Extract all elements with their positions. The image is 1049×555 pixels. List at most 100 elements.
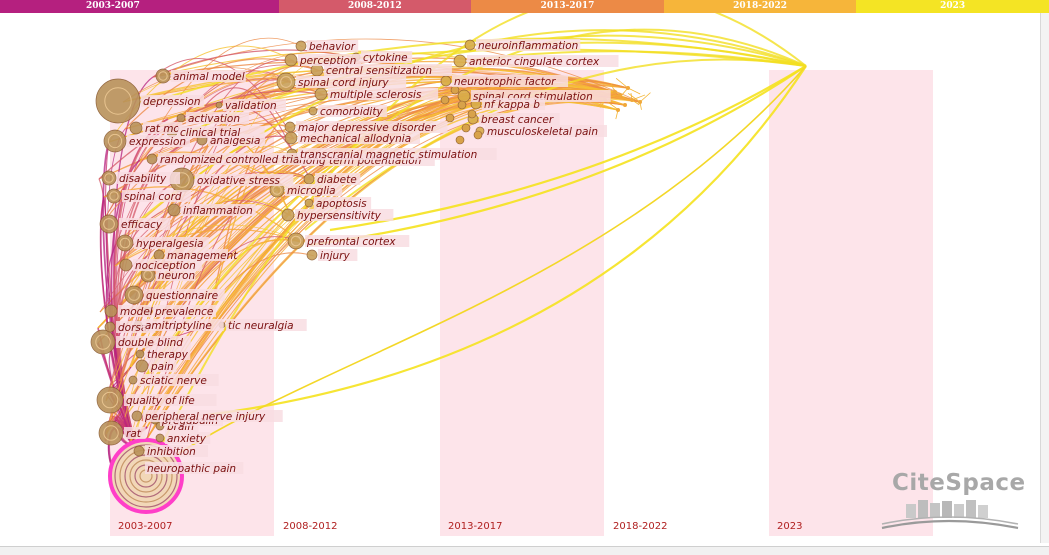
keyword-node-ring <box>103 218 115 230</box>
keyword-label-bg <box>226 319 307 331</box>
keyword-label-bg <box>479 113 560 125</box>
keyword-node <box>90 329 116 355</box>
keyword-label-bg <box>305 235 410 247</box>
keyword-label-bg <box>467 55 619 67</box>
time-slice-band <box>769 70 933 536</box>
keyword-node-circle <box>314 87 328 101</box>
keyword-node-circle <box>133 445 145 457</box>
keyword-label-bg <box>158 153 322 165</box>
book-icon <box>881 500 1019 530</box>
keyword-node-circle <box>295 40 307 52</box>
keyword-node <box>96 386 124 414</box>
keyword-node-circle <box>215 101 223 109</box>
keyword-label-bg <box>156 269 196 281</box>
keyword-label: expression <box>129 136 186 148</box>
keyword-label: mechanical allodynia <box>300 133 411 145</box>
keyword-node-circle <box>155 433 165 443</box>
keyword-label: spinal cord injury <box>298 77 389 89</box>
keyword-label-bg <box>178 126 265 138</box>
keyword-node-circle <box>461 123 471 133</box>
keyword-label-bg <box>476 39 581 51</box>
timeline-bar: 2003-2007 2008-2012 2013-2017 2018-2022 2023 <box>0 0 1049 13</box>
keyword-node <box>176 113 186 123</box>
keyword-label: inhibition <box>147 446 196 458</box>
keyword-label-bg <box>307 40 359 52</box>
keyword-node <box>314 87 328 101</box>
keyword-label: rat mo <box>145 123 180 135</box>
keyword-node-circle <box>453 54 467 68</box>
keyword-label-bg <box>153 305 216 317</box>
keyword-label: management <box>167 250 238 262</box>
timeline-segment: 2023 <box>856 0 1049 13</box>
keyword-label-bg <box>171 70 246 82</box>
keyword-node-circle <box>276 72 296 92</box>
keyword-node-ring <box>290 235 302 247</box>
keyword-node <box>276 72 296 92</box>
keyword-node <box>108 438 184 514</box>
keyword-label-bg <box>138 374 219 386</box>
keyword-node-circle <box>104 304 118 318</box>
keyword-node <box>306 249 318 261</box>
keyword-label: efficacy <box>121 219 163 231</box>
co-occurrence-link <box>204 87 295 156</box>
keyword-node-circle <box>96 386 124 414</box>
keyword-label-bg <box>482 98 545 110</box>
keyword-label: quality of life <box>126 395 195 407</box>
time-slice-band <box>440 70 604 536</box>
keyword-node <box>146 153 158 165</box>
keyword-label: cytokine <box>363 52 408 64</box>
keyword-label: major depressive disorder <box>298 122 436 134</box>
co-occurrence-link <box>329 65 807 232</box>
keyword-label-bg <box>124 427 146 439</box>
keyword-label-bg <box>298 54 361 66</box>
keyword-node <box>308 106 318 116</box>
keyword-label-bg <box>296 121 448 133</box>
keyword-label-bg <box>361 51 413 63</box>
keyword-node-circle <box>176 113 186 123</box>
keyword-label: therapy <box>147 349 189 361</box>
keyword-node-circle <box>613 90 617 94</box>
keyword-label: activation <box>188 113 240 125</box>
keyword-node-circle <box>284 53 298 67</box>
keyword-label-bg <box>223 99 286 111</box>
status-strip <box>0 546 1049 555</box>
keyword-label: microglia <box>287 185 336 197</box>
keyword-label: apoptosis <box>316 198 367 210</box>
keyword-node <box>155 68 171 84</box>
keyword-node-circle <box>95 78 141 124</box>
keyword-label: neuropathic pain <box>147 463 236 475</box>
keyword-node <box>135 349 145 359</box>
keyword-node-circle <box>440 95 450 105</box>
time-slice-label: 2013-2017 <box>448 521 503 532</box>
co-occurrence-link <box>122 67 293 103</box>
keyword-label: depression <box>143 96 201 108</box>
keyword-node <box>287 232 305 250</box>
keyword-label: neuroinflammation <box>478 40 578 52</box>
keyword-label: nociception <box>135 260 196 272</box>
keyword-node <box>131 410 143 422</box>
keyword-node-ring <box>109 191 119 201</box>
keyword-label-bg <box>314 197 372 209</box>
keyword-label: dorsal <box>118 322 150 334</box>
keyword-label: tic neuralgia <box>228 320 294 332</box>
co-occurrence-link <box>207 108 315 327</box>
keyword-label-bg <box>318 249 358 261</box>
keyword-node <box>304 198 314 208</box>
keyword-label: anxiety <box>167 433 207 445</box>
keyword-node-circle <box>129 121 143 135</box>
keyword-label: rat <box>126 428 142 440</box>
keyword-node <box>153 249 165 261</box>
keyword-node <box>284 53 298 67</box>
co-occurrence-link <box>309 65 807 247</box>
keyword-label: double blind <box>118 337 183 349</box>
keyword-label-bg <box>315 173 361 185</box>
right-scrollbar[interactable] <box>1040 13 1049 543</box>
keyword-node <box>124 285 144 305</box>
keyword-node-circle <box>303 173 315 185</box>
keyword-label-bg <box>145 348 191 360</box>
keyword-label-bg <box>143 410 283 422</box>
keyword-node <box>95 78 141 124</box>
keyword-label-bg <box>296 76 407 88</box>
keyword-node-circle <box>135 359 149 373</box>
co-occurrence-link <box>627 92 641 103</box>
